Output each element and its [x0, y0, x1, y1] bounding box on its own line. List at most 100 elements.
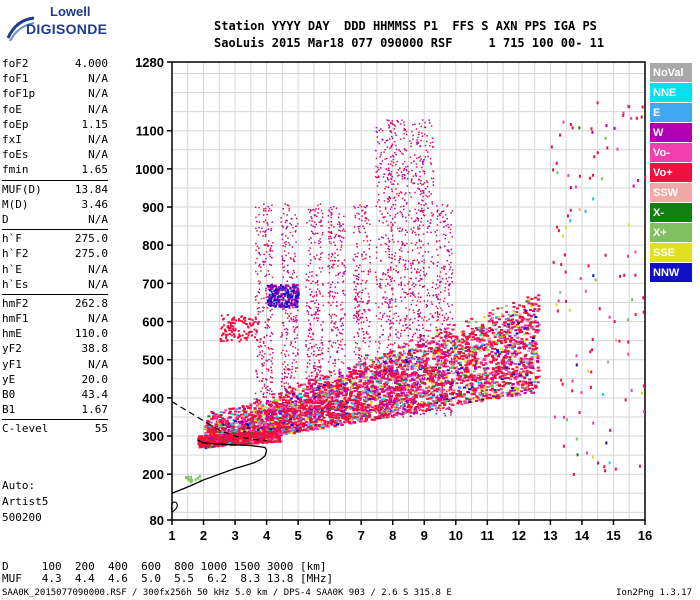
echo-point: [517, 383, 521, 386]
echo-point: [458, 392, 462, 395]
echo-point: [299, 416, 303, 419]
echo-point: [362, 362, 366, 365]
echo-point: [406, 362, 410, 365]
echo-point: [417, 392, 421, 395]
echo-point: [363, 386, 367, 389]
echo-point: [352, 369, 356, 372]
echo-point: [224, 421, 228, 424]
echo-point: [231, 425, 235, 428]
echo-point: [392, 360, 396, 363]
echo-point: [532, 302, 536, 305]
echo-point: [375, 373, 379, 376]
echo-point: [492, 368, 496, 371]
echo-point: [481, 337, 485, 340]
echo-point: [287, 421, 291, 424]
echo-point: [251, 429, 255, 432]
param-row: yE 20.0: [2, 372, 108, 387]
echo-point: [485, 328, 489, 331]
echo-point: [392, 372, 396, 375]
param-value: N/A: [88, 148, 108, 162]
echo-point: [305, 402, 309, 405]
echo-point: [277, 403, 281, 406]
echo-point: [479, 334, 483, 337]
echo-point: [295, 395, 299, 398]
echo-point: [363, 395, 367, 398]
echo-point: [491, 354, 495, 357]
echo-point: [283, 426, 287, 429]
echo-point: [419, 334, 423, 337]
echo-point: [287, 402, 291, 405]
echo-point: [286, 406, 290, 409]
echo-point: [234, 436, 238, 439]
echo-point: [302, 422, 306, 425]
echo-point: [497, 355, 501, 358]
echo-point: [419, 378, 423, 381]
echo-point: [396, 408, 400, 411]
echo-point: [411, 383, 415, 386]
echo-point: [350, 386, 354, 389]
echo-point: [222, 434, 226, 437]
echo-point: [369, 394, 373, 397]
echo-point: [485, 394, 489, 397]
echo-point: [381, 405, 385, 408]
echo-point: [230, 413, 234, 416]
echo-point: [244, 427, 248, 430]
echo-point: [340, 405, 344, 408]
echo-point: [438, 355, 442, 358]
x-tick-label: 5: [295, 528, 302, 543]
echo-point: [490, 387, 494, 390]
echo-point: [455, 355, 459, 358]
echo-point: [362, 376, 366, 379]
echo-point: [497, 368, 501, 371]
echo-point: [491, 359, 495, 362]
echo-point: [477, 381, 481, 384]
echo-point: [381, 400, 385, 403]
echo-point: [375, 377, 379, 380]
echo-point: [305, 396, 309, 399]
echo-point: [338, 378, 342, 381]
echo-point: [439, 336, 443, 339]
echo-point: [411, 385, 415, 388]
echo-point: [536, 356, 540, 359]
echo-point: [297, 409, 301, 412]
echo-point: [378, 401, 382, 404]
echo-point: [491, 385, 495, 388]
echo-point: [425, 371, 429, 374]
echo-point: [387, 354, 391, 357]
echo-point: [381, 355, 385, 358]
param-row: hmF1 N/A: [2, 311, 108, 326]
echo-point: [509, 389, 513, 392]
echo-point: [461, 338, 465, 341]
echo-point: [354, 402, 358, 405]
echo-point: [291, 404, 295, 407]
echo-point: [523, 318, 527, 321]
echo-point: [277, 439, 281, 442]
echo-point: [508, 358, 512, 361]
echo-point: [470, 382, 474, 385]
echo-point: [239, 413, 243, 416]
echo-point: [269, 417, 273, 420]
echo-point: [321, 399, 325, 402]
echo-point: [361, 389, 365, 392]
logo-line2: DIGISONDE: [26, 21, 108, 37]
echo-point: [322, 386, 326, 389]
echo-point: [529, 335, 533, 338]
echo-point: [470, 393, 474, 396]
echo-point: [344, 413, 348, 416]
echo-point: [530, 391, 534, 394]
echo-point: [466, 362, 470, 365]
echo-point: [379, 402, 383, 405]
echo-point: [425, 369, 429, 372]
echo-point: [440, 380, 444, 383]
echo-point: [468, 375, 472, 378]
echo-point: [365, 376, 369, 379]
echo-point: [498, 333, 502, 336]
echo-point: [491, 367, 495, 370]
echo-point: [356, 414, 360, 417]
echo-point: [419, 382, 423, 385]
echo-point: [329, 400, 333, 403]
echo-point: [402, 374, 406, 377]
echo-point: [301, 390, 305, 393]
echo-point: [239, 441, 243, 444]
echo-point: [426, 389, 430, 392]
